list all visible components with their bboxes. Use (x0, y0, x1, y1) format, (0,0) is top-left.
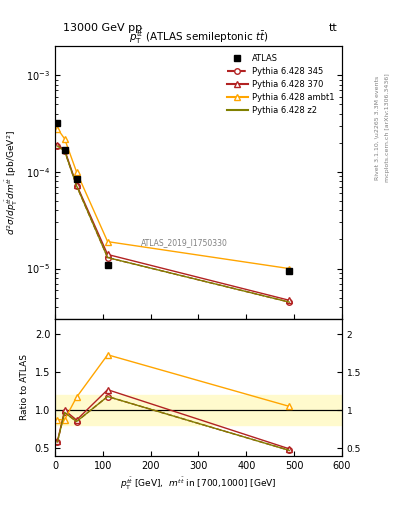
ATLAS (62, 146, 67, 153)
Title: $p_\mathrm{T}^{t\bar{t}}$ (ATLAS semileptonic $t\bar{t}$): $p_\mathrm{T}^{t\bar{t}}$ (ATLAS semilep… (129, 28, 268, 46)
X-axis label: $p_{\mathrm{T}}^{t\bar{t}}$ [GeV],  $m^{t\bar{t}}$ in [700,1000] [GeV]: $p_{\mathrm{T}}^{t\bar{t}}$ [GeV], $m^{t… (120, 476, 277, 493)
Text: tt: tt (329, 23, 338, 33)
Pythia 6.428 ambt1 (105, 239, 110, 245)
Pythia 6.428 ambt1 (74, 169, 79, 175)
Pythia 6.428 370 (287, 297, 292, 304)
Bar (55, 402, 342, 418)
Pythia 6.428 370 (74, 181, 79, 187)
Pythia 6.428 ambt1 (62, 136, 67, 142)
Text: mcplots.cern.ch [arXiv:1306.3436]: mcplots.cern.ch [arXiv:1306.3436] (385, 74, 389, 182)
Text: ATLAS_2019_I1750330: ATLAS_2019_I1750330 (141, 238, 228, 247)
Pythia 6.428 345 (62, 148, 67, 154)
Pythia 6.428 345 (287, 299, 292, 305)
Pythia 6.428 ambt1 (287, 266, 292, 272)
Pythia 6.428 z2 (74, 183, 79, 189)
Pythia 6.428 z2 (55, 143, 60, 149)
ATLAS (287, 268, 292, 274)
Pythia 6.428 ambt1 (55, 125, 60, 132)
Pythia 6.428 z2 (62, 148, 67, 154)
Line: Pythia 6.428 345: Pythia 6.428 345 (55, 143, 292, 305)
Line: Pythia 6.428 z2: Pythia 6.428 z2 (57, 146, 289, 302)
ATLAS (55, 120, 60, 126)
ATLAS (74, 176, 79, 182)
Pythia 6.428 370 (62, 146, 67, 153)
Legend: ATLAS, Pythia 6.428 345, Pythia 6.428 370, Pythia 6.428 ambt1, Pythia 6.428 z2: ATLAS, Pythia 6.428 345, Pythia 6.428 37… (224, 50, 338, 119)
Line: Pythia 6.428 370: Pythia 6.428 370 (55, 142, 292, 303)
Y-axis label: $d^2\sigma / dp_{\mathrm{T}}^{t\bar{t}} dm^{t\bar{t}}$ [pb/GeV$^2$]: $d^2\sigma / dp_{\mathrm{T}}^{t\bar{t}} … (4, 130, 20, 235)
Pythia 6.428 345 (74, 183, 79, 189)
Line: ATLAS: ATLAS (54, 120, 293, 274)
Line: Pythia 6.428 ambt1: Pythia 6.428 ambt1 (55, 126, 292, 271)
Pythia 6.428 z2 (105, 254, 110, 261)
Text: Rivet 3.1.10, \u2265 3.3M events: Rivet 3.1.10, \u2265 3.3M events (375, 76, 380, 180)
Text: 13000 GeV pp: 13000 GeV pp (63, 23, 142, 33)
Pythia 6.428 345 (55, 143, 60, 149)
Pythia 6.428 370 (55, 142, 60, 148)
Bar (55, 395, 342, 425)
Pythia 6.428 370 (105, 251, 110, 258)
ATLAS (105, 262, 110, 268)
Pythia 6.428 z2 (287, 299, 292, 305)
Y-axis label: Ratio to ATLAS: Ratio to ATLAS (20, 354, 29, 420)
Pythia 6.428 345 (105, 254, 110, 261)
